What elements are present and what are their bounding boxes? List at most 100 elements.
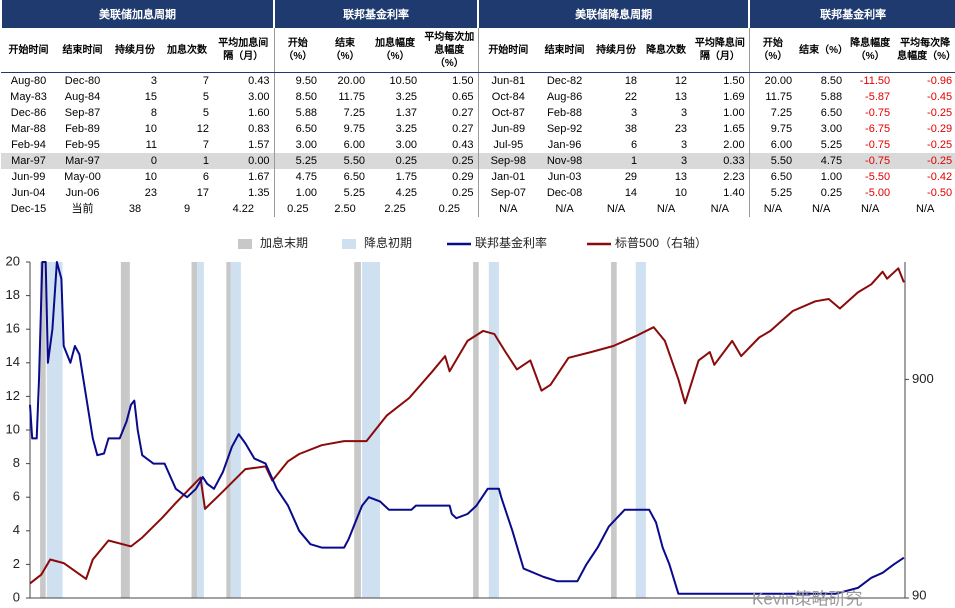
table-cell: 8.50 xyxy=(273,89,322,105)
table-cell: -0.25 xyxy=(927,107,953,119)
table-cell: Sep-92 xyxy=(546,123,583,135)
table-cell: N/A xyxy=(606,203,626,215)
table-cell: Feb-94 xyxy=(11,139,46,151)
column-header: 结束时间 xyxy=(538,28,592,73)
table-cell: 1.60 xyxy=(248,107,270,119)
cycle-table: 美联储加息周期 联邦基金利率 美联储降息周期 联邦基金利率 开始时间 结束时间 持续月份 加息… xyxy=(0,0,955,217)
table-cell: Mar-97 xyxy=(1,153,56,169)
table-cell: 0 xyxy=(109,153,161,169)
column-header-row: 开始时间 结束时间 持续月份 加息次数 平均加息间隔（月） 开始（%） 结束（%） 加息幅度（… xyxy=(1,28,955,73)
shaded-period xyxy=(354,262,361,598)
table-row: Jun-99 May-00 10 6 1.67 4.75 6.50 1.75 0.29 Jan-0… xyxy=(1,169,955,185)
table-cell: 0.25 xyxy=(421,153,479,169)
table-cell: 1.69 xyxy=(723,91,745,103)
table-cell: N/A xyxy=(477,201,539,217)
table-cell: Jun-81 xyxy=(477,72,539,89)
table-cell: N/A xyxy=(710,203,730,215)
table-cell: N/A xyxy=(748,201,797,217)
table-cell: 10 xyxy=(144,171,157,183)
table-cell: 0.33 xyxy=(691,153,750,169)
table-cell: 7 xyxy=(202,75,209,87)
table-cell: 14 xyxy=(624,187,638,199)
table-cell: Oct-87 xyxy=(477,105,539,121)
shaded-period xyxy=(120,262,130,598)
table-row: Mar-88 Feb-89 10 12 0.83 6.50 9.75 3.25 0.27 Jun-… xyxy=(1,121,955,137)
table-cell: 11.75 xyxy=(338,91,366,103)
table-cell: 1.37 xyxy=(395,107,418,119)
table-cell: 5.25 xyxy=(343,187,366,199)
table-cell: 9.75 xyxy=(748,121,797,137)
y-tick-label: 8 xyxy=(13,455,20,470)
table-cell: Jun-06 xyxy=(65,187,100,199)
table-cell: 8 xyxy=(150,107,157,119)
table-body: Aug-80 Dec-80 3 7 0.43 9.50 20.00 10.50 1.50 Jun-… xyxy=(1,72,955,217)
table-cell: -0.25 xyxy=(894,153,955,169)
column-header: 持续月份 xyxy=(109,28,161,73)
table-cell: Dec-15 xyxy=(10,203,47,215)
table-cell: Sep-98 xyxy=(477,153,539,169)
table-cell: 6.50 xyxy=(820,107,843,119)
shaded-period xyxy=(473,262,479,598)
column-header: 降息次数 xyxy=(641,28,692,73)
chart: 0 2 4 6 8 10 12 14 16 18 20 900 90 加息末期 降息初期 联邦基金利率 标普50… xyxy=(6,235,934,608)
column-header: 平均每次降息幅度（%） xyxy=(894,28,955,73)
table-cell: -0.29 xyxy=(927,123,953,135)
table-cell: 4.75 xyxy=(796,153,847,169)
table-cell: 0.83 xyxy=(248,123,270,135)
table-cell: Jan-96 xyxy=(547,139,582,151)
shaded-period xyxy=(635,262,646,598)
table-cell: N/A xyxy=(555,203,574,215)
table-cell: Sep-87 xyxy=(64,107,101,119)
table-cell: 15 xyxy=(144,91,157,103)
y-tick-label: 0 xyxy=(13,589,20,604)
table-cell: -0.75 xyxy=(865,107,891,119)
table-cell: 23 xyxy=(674,123,688,135)
table-cell: N/A xyxy=(656,203,676,215)
table-cell: Mar-97 xyxy=(56,153,109,169)
y-tick-label: 16 xyxy=(6,321,20,336)
table-row: May-83 Aug-84 15 5 3.00 8.50 11.75 3.25 0.65 Oct-… xyxy=(1,89,955,105)
column-header: 加息次数 xyxy=(161,28,213,73)
y2-tick-label: 900 xyxy=(912,371,934,386)
column-header: 平均加息间隔（月） xyxy=(213,28,275,73)
table-cell: 6.50 xyxy=(748,169,797,185)
table-cell: 1.00 xyxy=(820,171,843,183)
table-cell: 2.23 xyxy=(723,171,745,183)
group-header-row: 美联储加息周期 联邦基金利率 美联储降息周期 联邦基金利率 xyxy=(0,0,955,28)
table-cell: Dec-82 xyxy=(546,75,583,87)
series-line xyxy=(29,267,905,585)
table-cell: N/A xyxy=(915,203,935,215)
table-cell: -0.96 xyxy=(927,75,953,87)
column-header: 开始（%） xyxy=(748,28,797,73)
table-cell: Feb-89 xyxy=(65,123,100,135)
column-header: 持续月份 xyxy=(591,28,642,73)
legend-label: 加息末期 xyxy=(260,235,308,250)
table-cell: 3.00 xyxy=(395,139,418,151)
table-cell: Jun-89 xyxy=(477,121,539,137)
table-cell: Mar-88 xyxy=(11,123,46,135)
shaded-period xyxy=(230,262,241,598)
table-cell: 5.88 xyxy=(273,105,322,121)
table-cell: 0.29 xyxy=(452,171,474,183)
shaded-period xyxy=(197,262,204,598)
table-cell: -5.50 xyxy=(865,171,891,183)
table-cell: Oct-84 xyxy=(477,89,539,105)
column-header: 平均降息间隔（月） xyxy=(691,28,750,73)
table-cell: 3.00 xyxy=(820,123,843,135)
table-cell: 23 xyxy=(144,187,157,199)
table-cell: -0.25 xyxy=(927,139,953,151)
table-cell: 5 xyxy=(202,91,209,103)
table-cell: 0.27 xyxy=(452,123,474,135)
column-header: 结束（%） xyxy=(321,28,370,73)
table-cell: 1 xyxy=(161,153,213,169)
table-cell: 6 xyxy=(630,139,638,151)
shaded-period xyxy=(611,262,617,598)
column-header: 结束（%） xyxy=(796,28,848,73)
table-cell: 22 xyxy=(624,91,638,103)
table-cell: 6.00 xyxy=(343,139,366,151)
table-cell: -5.00 xyxy=(865,187,891,199)
group-header: 联邦基金利率 xyxy=(273,0,479,28)
table-cell: 0.25 xyxy=(369,153,422,169)
table-cell: Feb-88 xyxy=(547,107,582,119)
legend-label: 降息初期 xyxy=(364,235,412,250)
